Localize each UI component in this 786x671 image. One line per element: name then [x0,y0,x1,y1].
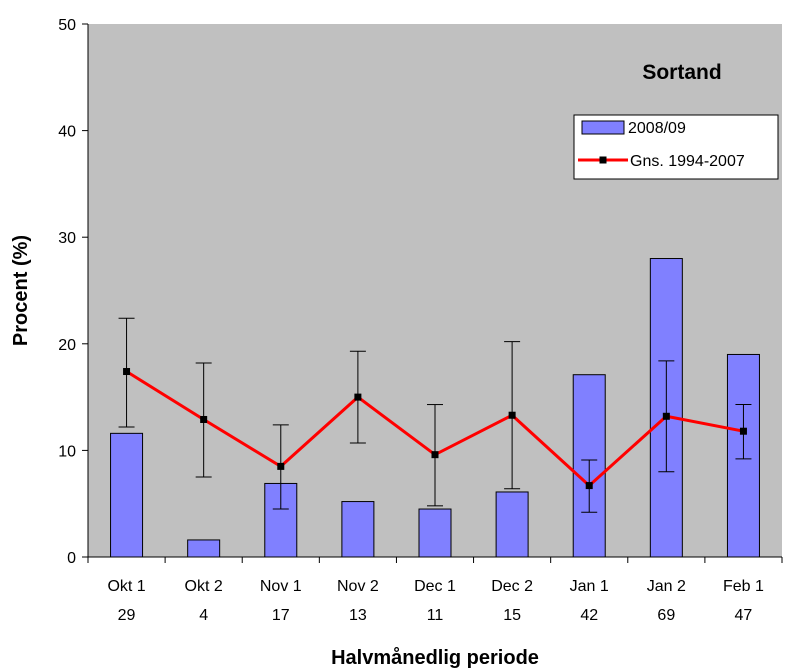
count-label: 42 [580,607,598,624]
x-tick-label: Jan 2 [647,578,686,595]
count-label: 13 [349,607,367,624]
bar [341,501,375,558]
y-tick-label: 30 [58,230,76,247]
x-tick-label: Feb 1 [723,578,764,595]
x-tick-label: Okt 1 [107,578,145,595]
chart-title: Sortand [642,61,721,84]
data-point [585,482,593,490]
bar [187,539,221,558]
x-tick-label: Okt 2 [185,578,223,595]
y-tick-label: 20 [58,337,76,354]
data-point [662,412,670,420]
legend-bar-swatch [581,120,625,135]
count-label: 4 [199,607,208,624]
x-tick-label: Dec 2 [491,578,533,595]
data-point [200,415,208,423]
data-point [739,427,747,435]
y-tick-label: 50 [58,17,76,34]
count-label: 17 [272,607,290,624]
data-point [508,411,516,419]
count-label: 29 [118,607,136,624]
data-point [123,368,131,376]
y-tick-label: 40 [58,124,76,141]
count-label: 15 [503,607,521,624]
count-label: 47 [735,607,753,624]
y-tick-label: 10 [58,443,76,460]
bar [495,491,529,558]
data-point [354,393,362,401]
legend-bar-label: 2008/09 [628,120,686,137]
count-label: 11 [427,607,444,624]
bar [110,432,144,558]
axes [82,23,783,563]
y-tick-label: 0 [67,550,76,567]
x-tick-label: Nov 1 [260,578,302,595]
line-series [123,368,747,490]
x-tick-labels: Okt 1 29 Okt 2 4 Nov 1 17 Nov 2 13 Dec 1 11 Dec 2 1… [107,578,764,624]
x-tick-label: Nov 2 [337,578,379,595]
count-label: 69 [657,607,675,624]
data-point [277,462,285,470]
legend: 2008/09 Gns. 1994-2007 [573,114,779,180]
y-axis-title: Procent (%) [10,235,32,346]
legend-line-marker [599,156,607,164]
legend-line-label: Gns. 1994-2007 [630,153,745,170]
x-tick-label: Jan 1 [570,578,609,595]
x-tick-label: Dec 1 [414,578,456,595]
y-tick-labels: 0 10 20 30 40 50 [58,17,76,567]
bar [418,508,452,558]
data-point [431,451,439,459]
x-axis-title: Halvmånedlig periode [331,646,539,669]
